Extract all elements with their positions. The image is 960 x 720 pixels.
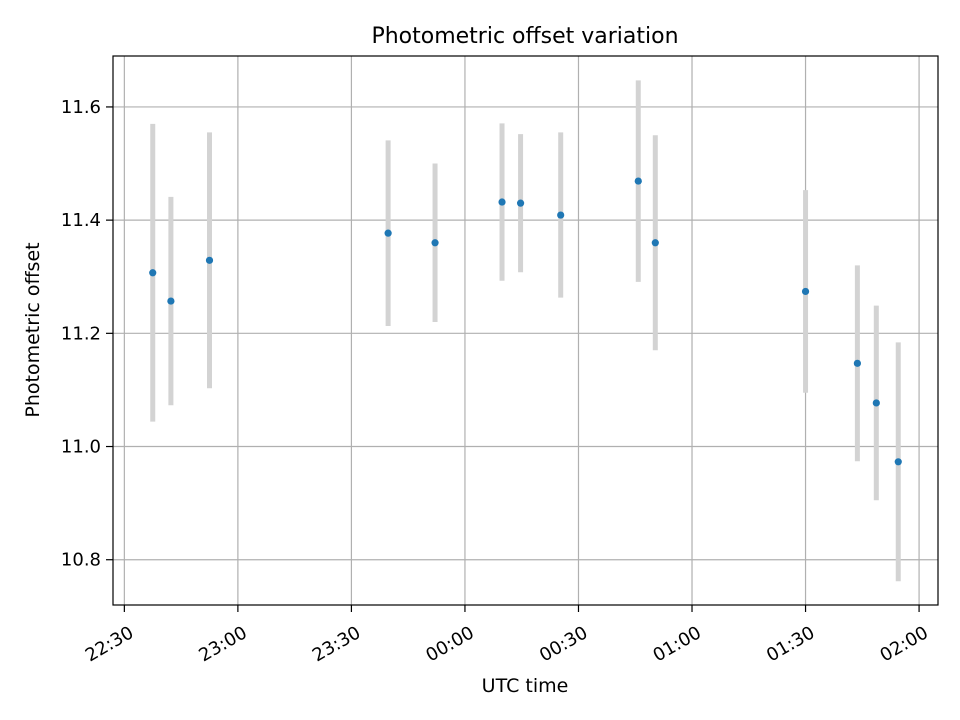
data-point	[801, 287, 810, 296]
data-point	[384, 229, 392, 237]
y-axis-ticks: 10.8 11.0 11.2 11.4 11.6	[61, 97, 113, 571]
data-point	[498, 198, 506, 206]
y-tick-label: 11.6	[61, 97, 101, 118]
data-point	[872, 399, 880, 407]
y-tick-label: 11.4	[61, 210, 101, 231]
x-axis-label: UTC time	[482, 675, 569, 697]
data-point	[853, 359, 861, 367]
data-point	[516, 199, 525, 207]
y-tick-label: 11.2	[61, 323, 101, 344]
data-point	[167, 297, 175, 305]
chart-title: Photometric offset variation	[371, 24, 678, 49]
data-point	[634, 177, 642, 185]
plot-frame	[112, 55, 939, 606]
data-point	[149, 269, 157, 277]
data-point	[651, 239, 659, 247]
y-tick-label: 11.0	[61, 437, 101, 458]
grid	[113, 56, 938, 605]
data-point	[431, 239, 439, 247]
data-point	[205, 256, 214, 264]
data-point	[557, 211, 565, 219]
y-axis-label: Photometric offset	[22, 242, 44, 417]
data-point	[894, 458, 902, 466]
y-tick-label: 10.8	[61, 550, 101, 571]
data-points	[149, 177, 902, 466]
